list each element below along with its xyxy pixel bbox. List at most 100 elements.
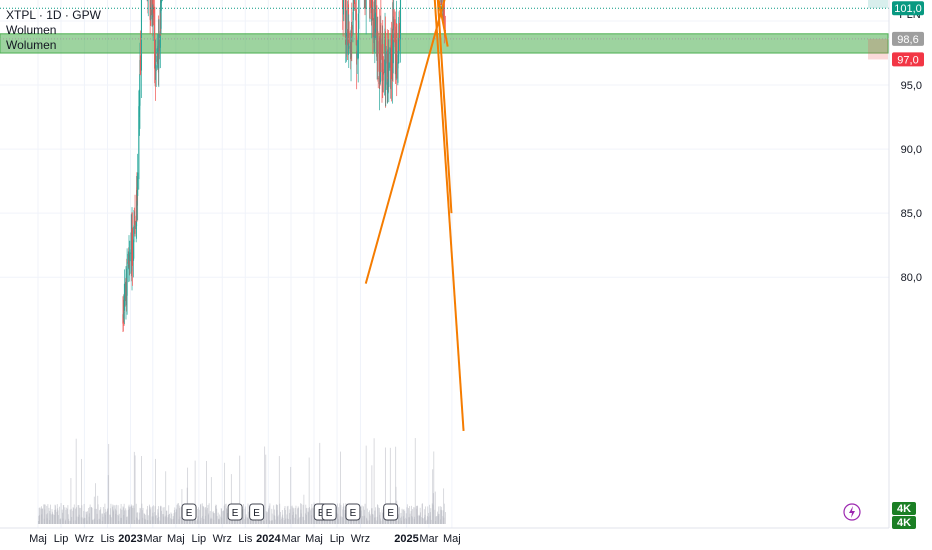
volume-axis-label-bg [892, 516, 916, 529]
earnings-event[interactable]: E [227, 503, 243, 521]
time-axis-bg [0, 528, 932, 550]
time-tick-label: Mar [419, 533, 438, 545]
volume-bar [290, 506, 292, 524]
volume-bar [445, 512, 446, 524]
volume-bar [199, 509, 201, 524]
volume-bar [166, 510, 168, 524]
candle-body [133, 219, 135, 224]
volume-bar [161, 510, 162, 524]
volume-bar [62, 512, 64, 524]
earnings-event[interactable]: E [181, 503, 197, 521]
volume-bar [141, 456, 142, 524]
time-axis: Maj Lip Wrz Lis 2023 Mar Maj Lip Wrz Lis 2024 Mar Ma… [29, 533, 461, 545]
volume-bar [227, 513, 229, 524]
symbol-title[interactable]: XTPL · 1D · GPW [6, 8, 101, 22]
volume-bar [89, 504, 91, 524]
volume-bar [136, 512, 138, 524]
volume-bar [88, 507, 90, 524]
candle-body [138, 106, 140, 180]
volume-bar [149, 509, 151, 524]
candle-body [385, 51, 387, 64]
volume-bar [68, 520, 70, 524]
volume-axis-label-bg [892, 502, 916, 515]
volume-bar [264, 446, 266, 524]
volume-bar [319, 442, 321, 524]
candle-body [386, 53, 388, 90]
volume-bar [303, 520, 305, 524]
volume-bar [412, 509, 414, 524]
volume-bar [366, 508, 368, 524]
candle-body [160, 0, 163, 3]
volume-bar [367, 520, 369, 524]
candle-body [345, 32, 348, 37]
earnings-event-box [383, 503, 399, 521]
volume-bar [441, 510, 443, 524]
volume-bar [308, 457, 310, 524]
volume-bar [401, 508, 403, 524]
volume-bar [312, 508, 314, 524]
candle-body [157, 53, 159, 56]
volume-bar [268, 505, 270, 524]
candle-body [345, 0, 347, 29]
volume-bar [290, 466, 292, 524]
volume-bar [306, 507, 308, 524]
volume-bar [372, 514, 374, 524]
volume-bar [165, 471, 167, 524]
candle-body [357, 37, 359, 60]
volume-indicator-label[interactable]: Wolumen [6, 23, 57, 37]
candle-body [396, 24, 398, 79]
volume-bar [273, 505, 275, 524]
volume-bar [120, 503, 122, 524]
volume-bar [105, 512, 107, 524]
earnings-event[interactable]: E [345, 503, 361, 521]
volume-bar [309, 507, 310, 524]
price-tick-label: 90,0 [901, 144, 922, 156]
volume-bar [81, 505, 83, 524]
candle-body [151, 9, 153, 20]
earnings-event-label: E [318, 508, 325, 519]
volume-bar [239, 455, 241, 524]
volume-bar [224, 462, 226, 524]
volume-bar [158, 506, 159, 524]
candle-body [133, 225, 135, 243]
volume-bar [200, 503, 202, 524]
volume-bar [244, 506, 246, 524]
volume-bar [338, 507, 340, 524]
volume-bar [102, 507, 104, 524]
volume-bar [213, 513, 215, 524]
volume-bar [97, 504, 99, 524]
candle-body [377, 31, 379, 72]
candle-body [160, 0, 162, 29]
volume-bar [200, 517, 202, 524]
chart-legend: XTPL · 1D · GPW Wolumen Wolumen [6, 8, 101, 53]
volume-indicator-label-2[interactable]: Wolumen [6, 38, 57, 52]
candle-body [150, 0, 152, 16]
candle-body [129, 252, 131, 262]
volume-bar [289, 509, 291, 524]
volume-bar [121, 509, 123, 524]
volume-bar [291, 505, 293, 524]
earnings-event[interactable]: E [249, 503, 265, 521]
volume-bar [295, 514, 297, 524]
candle-body [365, 0, 367, 9]
candle-body [130, 249, 132, 255]
earnings-event[interactable]: E [383, 503, 399, 521]
volume-bar [340, 516, 342, 524]
price-tick-label: 85,0 [901, 208, 922, 220]
volume-bar [124, 510, 125, 524]
volume-bar [163, 507, 165, 524]
volume-bar [129, 506, 131, 524]
volume-bar [179, 516, 181, 524]
volume-bar [76, 516, 78, 524]
volume-bar [428, 512, 429, 524]
volume-bar [298, 507, 300, 524]
volume-bar [158, 516, 160, 524]
volume-bar [420, 512, 422, 524]
lightning-icon[interactable] [843, 503, 861, 521]
earnings-event[interactable]: E [321, 503, 337, 521]
time-tick-label: Lip [330, 533, 345, 545]
candle-body [394, 19, 396, 48]
volume-bar [52, 514, 54, 524]
volume-bar [274, 519, 276, 524]
